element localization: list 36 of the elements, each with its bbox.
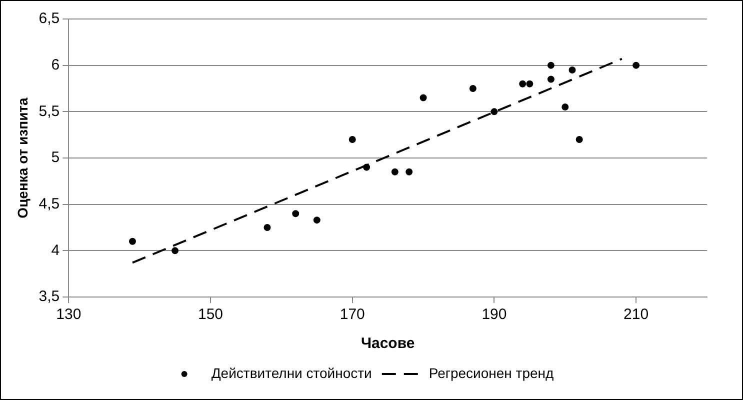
y-tick-label: 5 [51,149,60,166]
point [562,104,569,111]
y-tick-label: 5,5 [38,102,60,120]
point [406,168,413,176]
point [128,238,136,245]
point [469,85,476,92]
x-tick-label: 170 [340,306,365,324]
y-tick-label: 4 [51,242,60,259]
x-axis-title: Часове [360,335,415,352]
y-tick-label: 6 [51,56,60,74]
point [420,94,427,102]
point [264,224,271,231]
point [172,247,179,254]
x-tick-label: 130 [56,306,82,324]
point [490,108,498,116]
y-tick-label: 3,5 [38,288,60,306]
point [519,80,526,88]
legend-label: Регресионен тренд [428,364,554,381]
x-tick-label: 150 [198,306,224,324]
point [348,136,356,143]
point [391,168,398,176]
point [547,62,554,69]
point [526,80,534,88]
point [313,216,320,224]
x-tick-label: 190 [482,306,507,324]
legend-label: Действителни стойности [211,364,372,381]
y-axis-title: Оценка от изпита [14,97,30,218]
point [576,136,583,143]
point [547,76,554,83]
point [632,62,640,69]
point [292,210,300,218]
point [568,66,576,74]
x-tick-label: 210 [624,306,649,324]
y-tick-label: 4,5 [38,195,60,212]
y-tick-label: 6,5 [38,10,60,28]
point [363,164,370,171]
